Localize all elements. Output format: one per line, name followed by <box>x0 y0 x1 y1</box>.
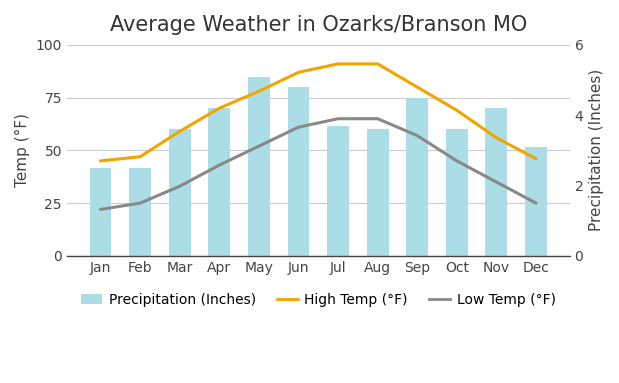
Bar <box>288 87 310 256</box>
Y-axis label: Temp (°F): Temp (°F) <box>15 113 30 187</box>
Bar <box>169 129 191 256</box>
Bar <box>525 147 547 256</box>
Bar <box>90 168 111 256</box>
Title: Average Weather in Ozarks/Branson MO: Average Weather in Ozarks/Branson MO <box>110 15 527 35</box>
Bar <box>248 77 270 256</box>
Bar <box>485 108 507 256</box>
Bar <box>209 108 230 256</box>
Bar <box>327 126 349 256</box>
Bar <box>446 129 468 256</box>
Bar <box>129 168 151 256</box>
Legend: Precipitation (Inches), High Temp (°F), Low Temp (°F): Precipitation (Inches), High Temp (°F), … <box>76 287 561 312</box>
Y-axis label: Precipitation (Inches): Precipitation (Inches) <box>589 69 604 231</box>
Bar <box>366 129 389 256</box>
Bar <box>406 98 428 256</box>
